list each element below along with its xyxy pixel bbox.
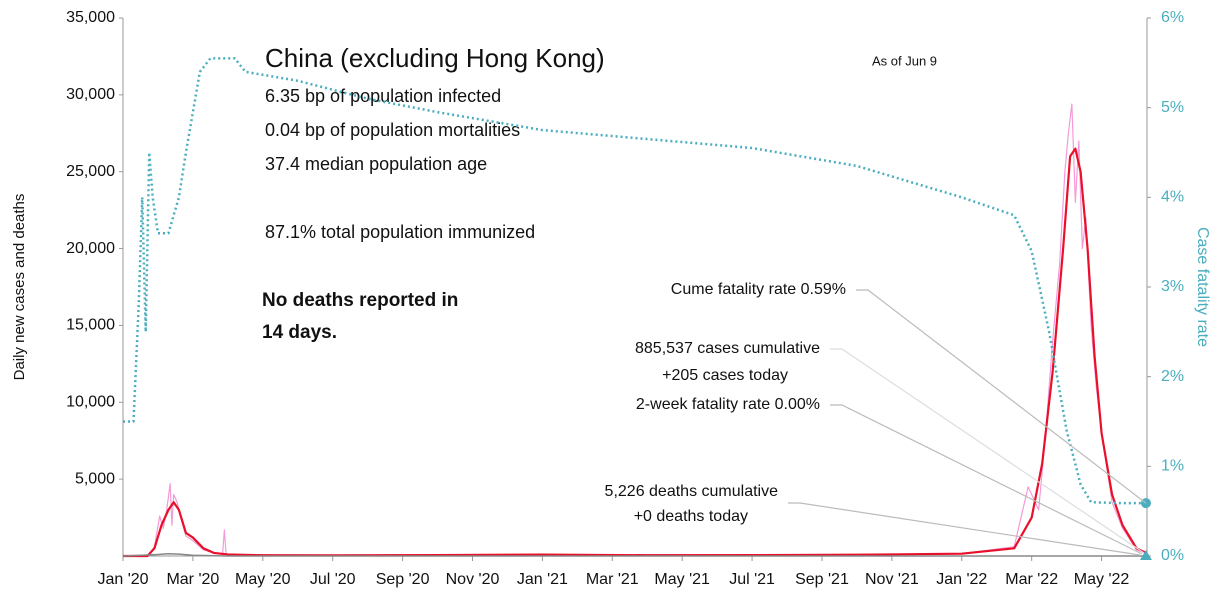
- series-line: [123, 147, 1147, 558]
- annotation: 2-week fatality rate 0.00%: [636, 396, 820, 413]
- x-tick-label: Jan '20: [97, 571, 148, 588]
- subtitle: 6.35 bp of population infected: [265, 86, 501, 106]
- subtitle: 37.4 median population age: [265, 154, 487, 174]
- y-tick-label: 25,000: [66, 163, 115, 180]
- annotation: Cume fatality rate 0.59%: [671, 281, 846, 298]
- y2-tick-label: 4%: [1161, 189, 1184, 206]
- x-tick-label: May '20: [235, 571, 291, 588]
- x-tick-label: Nov '20: [446, 571, 500, 588]
- x-tick-label: Sep '21: [795, 571, 849, 588]
- x-tick-label: May '22: [1074, 571, 1130, 588]
- x-tick-label: Mar '21: [586, 571, 639, 588]
- y-axis-label: Daily new cases and deaths: [11, 194, 28, 381]
- annotation: +205 cases today: [662, 367, 788, 384]
- x-tick-label: Jan '21: [517, 571, 568, 588]
- annotation: +0 deaths today: [634, 508, 748, 525]
- x-tick-label: Jul '21: [729, 571, 775, 588]
- end-triangle: [1139, 550, 1152, 560]
- note-box: No deaths reported in 14 days.: [262, 290, 459, 343]
- x-tick-label: May '21: [654, 571, 710, 588]
- y-tick-label: 35,000: [66, 9, 115, 26]
- subtitle: 0.04 bp of population mortalities: [265, 120, 520, 140]
- leader-line: [788, 502, 1141, 556]
- subtitle: 87.1% total population immunized: [265, 222, 535, 242]
- x-tick-label: Jul '20: [310, 571, 356, 588]
- annotation: 5,226 deaths cumulative: [605, 483, 779, 500]
- y2-tick-label: 5%: [1161, 99, 1184, 116]
- x-tick-label: Mar '22: [1005, 571, 1058, 588]
- note: No deaths reported in 14 days.: [262, 290, 459, 343]
- as-of: As of Jun 9: [872, 53, 937, 68]
- leader-line: [830, 348, 1145, 554]
- y2-axis-label: Case fatality rate: [1194, 227, 1211, 347]
- y-tick-label: 30,000: [66, 86, 115, 103]
- leader-line: [856, 289, 1147, 504]
- y-tick-label: 15,000: [66, 317, 115, 334]
- series-line: [123, 57, 1146, 505]
- y-tick-label: 10,000: [66, 394, 115, 411]
- x-tick-label: Sep '20: [376, 571, 430, 588]
- y-tick-label: 5,000: [75, 470, 115, 487]
- y2-tick-label: 1%: [1161, 458, 1184, 475]
- y2-tick-label: 6%: [1161, 9, 1184, 26]
- y2-tick-label: 0%: [1161, 547, 1184, 564]
- y2-tick-label: 3%: [1161, 278, 1184, 295]
- y2-tick-label: 2%: [1161, 368, 1184, 385]
- x-tick-label: Nov '21: [865, 571, 919, 588]
- y-tick-label: 20,000: [66, 240, 115, 257]
- chart-title: China (excluding Hong Kong): [265, 43, 605, 73]
- leader-line: [830, 404, 1143, 555]
- x-tick-label: Jan '22: [936, 571, 987, 588]
- series-line: [122, 552, 1146, 557]
- x-tick-label: Mar '20: [166, 571, 219, 588]
- annotation: 885,537 cases cumulative: [635, 340, 820, 357]
